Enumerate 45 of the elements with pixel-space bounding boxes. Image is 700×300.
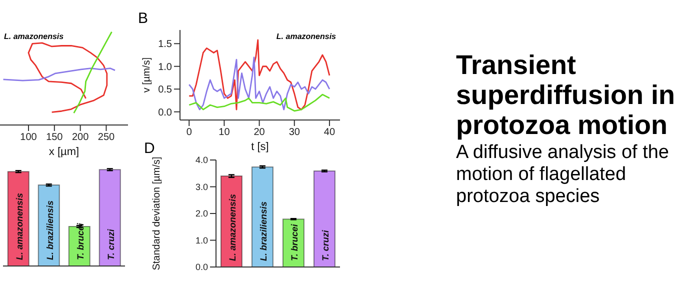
- x-tick-label: L. braziliensis: [258, 201, 268, 261]
- x-tick-label: 200: [72, 132, 90, 144]
- y-tick-label: 2.0: [195, 208, 208, 219]
- x-tick-label: T. cruzi: [106, 228, 116, 260]
- line-series: [188, 94, 330, 112]
- x-tick-label: T. brucei: [289, 224, 300, 261]
- x-tick-label: L. amazonensis: [14, 192, 24, 260]
- y-axis-title: v [µm/s]: [142, 57, 153, 93]
- y-tick-label: 1.5: [158, 39, 172, 50]
- bar: [313, 170, 336, 267]
- annotation: L. amazonensis: [276, 32, 336, 41]
- line-series: [188, 56, 330, 110]
- y-tick-label: 4.0: [195, 155, 208, 166]
- x-tick-label: 250: [98, 132, 116, 144]
- bar: [98, 169, 121, 266]
- x-tick-label: 100: [20, 132, 38, 144]
- bar: [251, 166, 274, 267]
- x-tick-label: 0: [186, 127, 192, 138]
- y-tick-label: 1.0: [195, 235, 208, 246]
- annotation: L. amazonensis: [4, 32, 64, 41]
- x-tick-label: 30: [288, 127, 300, 138]
- bar: [38, 184, 60, 266]
- y-tick-label: 0.5: [158, 84, 172, 96]
- x-tick-label: 10: [218, 127, 230, 138]
- x-tick-label: 40: [324, 127, 336, 138]
- x-axis-title: t [s]: [251, 141, 269, 153]
- bar: [7, 171, 30, 266]
- x-tick-label: L. amazonensis: [227, 194, 238, 261]
- x-axis-title: x [µm]: [48, 146, 80, 158]
- x-tick-label: 20: [254, 127, 266, 138]
- y-axis-title: Standard deviation [µm/s]: [152, 156, 163, 270]
- y-tick-label: 1.0: [158, 62, 172, 73]
- bar: [220, 176, 242, 267]
- x-tick-label: T. cruzi: [320, 230, 330, 261]
- chart-title: B: [138, 10, 148, 27]
- y-tick-label: 0.0: [195, 262, 208, 272]
- y-tick-label: 3.0: [195, 182, 208, 192]
- line-series: [188, 39, 330, 110]
- y-tick-label: 0.0: [158, 107, 172, 118]
- x-tick-label: 150: [46, 132, 64, 144]
- text: A diffusive analysis of the motion of flagellated protozoa species: [456, 142, 670, 208]
- text: Transient superdiffusion in protozoa motion: [456, 50, 676, 140]
- chart-title: D: [144, 140, 155, 157]
- bar: [282, 218, 304, 267]
- x-tick-label: L. braziliensis: [44, 200, 55, 260]
